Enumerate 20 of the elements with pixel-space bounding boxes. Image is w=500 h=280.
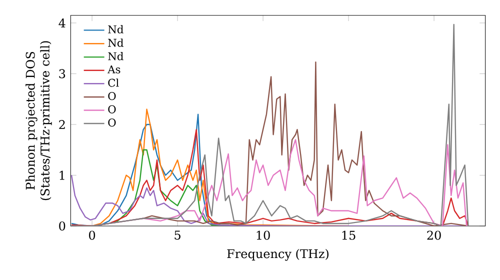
legend-label: O — [108, 105, 116, 114]
legend-label: Nd — [108, 52, 124, 60]
y-tick-label: 4 — [58, 18, 66, 28]
legend-label: Nd — [108, 38, 124, 47]
legend-label: O — [108, 92, 116, 100]
x-tick-label: 0 — [89, 230, 96, 240]
x-axis-title: Frequency (THz) — [227, 248, 328, 261]
x-tick-label: 10 — [256, 230, 270, 240]
y-axis-title: Phonon projected DOS (States/THz·primitive cell) — [26, 41, 52, 200]
y-tick-label: 2 — [59, 120, 65, 129]
legend-label: Nd — [108, 25, 124, 34]
legend-label: O — [108, 118, 116, 127]
x-tick-label: 5 — [174, 230, 180, 240]
legend-label: As — [108, 65, 120, 74]
legend-label: Cl — [108, 78, 119, 87]
y-tick-label: 3 — [59, 69, 66, 78]
x-tick-label: 15 — [342, 230, 356, 240]
x-tick-label: 20 — [427, 230, 441, 240]
y-tick-label: 1 — [60, 170, 64, 180]
y-tick-label: 0 — [59, 221, 66, 231]
